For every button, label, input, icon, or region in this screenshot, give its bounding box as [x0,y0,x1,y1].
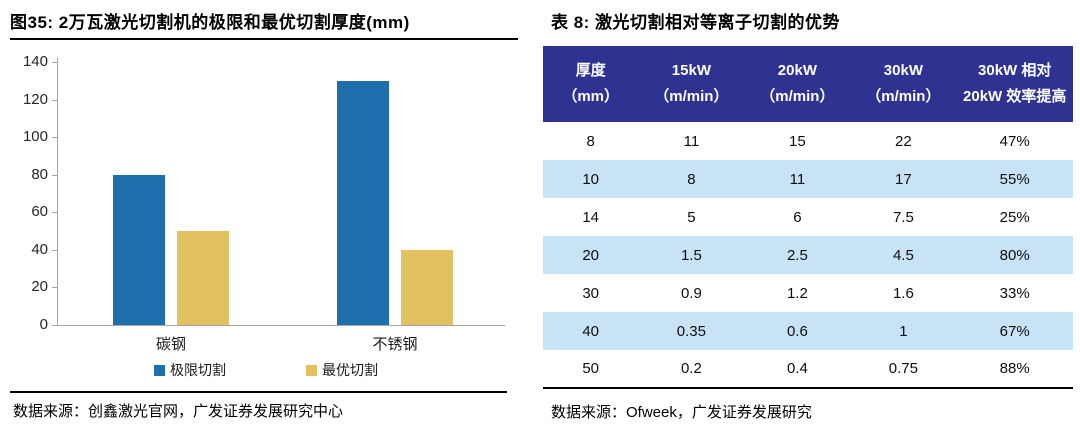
legend-swatch-icon [154,364,165,376]
table-row: 20 1.5 2.5 4.5 80% [543,236,1073,274]
y-axis-tick-label: 140 [22,53,48,70]
table-cell: 1.2 [786,284,808,302]
table-cell: 6 [793,208,802,226]
header-line2: （mm） [562,88,620,105]
y-axis-tick-mark [52,62,57,63]
y-axis-tick-mark [52,325,57,326]
bar-chart: 0 20 40 60 80 100 120 140 碳钢 不锈钢极限切割 最优切割 [10,52,522,386]
table-cell: 17 [895,170,912,188]
table-source-text: 数据来源：Ofweek，广发证券发展研究 [551,404,812,421]
y-axis-tick-mark [52,174,57,176]
header-line1: 厚度 [575,62,606,79]
header-line1: 20kW [777,62,817,79]
bar-最优切割-不锈钢 [401,250,453,325]
y-axis-tick-label: 60 [31,203,48,221]
chart-source-text: 数据来源：创鑫激光官网，广发证券发展研究中心 [13,403,344,420]
chart-title: 图35: 2万瓦激光切割机的极限和最优切割厚度(mm) [10,13,410,32]
table-cell: 0.2 [680,360,702,377]
table-cell: 1 [899,322,908,340]
table-cell: 47% [999,132,1030,150]
table-cell: 0.6 [786,322,808,340]
table-cell: 22 [895,132,912,150]
legend-item: 最优切割 [306,360,378,380]
table-cell: 11 [789,170,806,188]
y-axis-tick-mark [52,212,57,214]
table-header-cell: 厚度 （mm） [543,46,638,122]
table-cell: 88% [999,360,1030,377]
table-cell: 10 [582,170,600,188]
x-category-label: 碳钢 [155,336,186,353]
y-axis-tick-label: 100 [22,128,48,146]
table-cell: 30 [582,284,600,302]
table-cell: 50 [582,360,600,377]
legend-label: 最优切割 [322,362,378,378]
x-axis-line [57,325,505,326]
table-cell: 67% [999,322,1030,340]
header-line1: 30kW 相对 [978,62,1052,79]
table-cell: 33% [999,284,1030,302]
table-cell: 2.5 [786,246,808,264]
table-title: 表 8: 激光切割相对等离子切割的优势 [551,13,841,32]
table-cell: 11 [683,132,700,150]
table-cell: 8 [687,170,696,188]
chart-source-rule [10,391,507,393]
table-header-cell: 30kW 相对 20kW 效率提高 [956,46,1073,122]
y-axis-tick-label: 20 [31,278,48,296]
table-header-cell: 20kW （m/min） [744,46,850,122]
table-cell: 0.75 [888,360,918,377]
x-category-label: 不锈钢 [372,336,418,353]
table-cell: 0.35 [676,322,706,340]
table-row: 14 5 6 7.5 25% [543,198,1073,236]
y-axis-tick-label: 40 [31,240,48,258]
table-row: 40 0.35 0.6 1 67% [543,312,1073,350]
y-axis-line [57,58,58,325]
table-row: 30 0.9 1.2 1.6 33% [543,274,1073,312]
table-cell: 8 [586,132,595,150]
y-axis-tick-mark [52,287,57,289]
table-header-cell: 30kW （m/min） [850,46,956,122]
header-line1: 30kW [883,62,923,79]
y-axis-tick-mark [52,99,57,101]
header-line2: 20kW 效率提高 [963,88,1067,105]
table-cell: 55% [999,170,1030,188]
table-row: 50 0.2 0.4 0.75 88% [543,350,1073,388]
table-cell: 25% [999,208,1030,226]
y-axis-tick-label: 0 [39,316,48,333]
table-row: 10 8 11 17 55% [543,160,1073,198]
bar-最优切割-碳钢 [177,231,229,325]
table-cell: 20 [582,246,600,264]
table-cell: 1.5 [680,246,702,264]
table-header-cell: 15kW （m/min） [638,46,744,122]
table-cell: 1.6 [892,284,914,302]
y-axis-tick-mark [52,249,57,251]
bar-极限切割-不锈钢 [337,81,389,325]
header-line2: （m/min） [760,88,835,105]
header-line2: （m/min） [866,88,941,105]
legend-item: 极限切割 [154,360,226,380]
y-axis-tick-label: 120 [22,90,48,108]
table-cell: 5 [687,208,696,226]
table-cell: 40 [582,322,600,340]
y-axis-tick-mark [52,137,57,139]
header-line1: 15kW [671,62,711,79]
legend-label: 极限切割 [170,362,226,378]
table-cell: 4.5 [892,246,914,264]
bar-极限切割-碳钢 [113,175,165,325]
table-cell: 80% [999,246,1030,264]
table-cell: 14 [582,208,600,226]
table-header-row: 厚度 （mm） 15kW （m/min） 20kW （m/min） 30kW （m/min） 3… [543,46,1073,122]
table-cell: 7.5 [892,208,914,226]
header-line2: （m/min） [654,88,729,105]
table-cell: 15 [789,132,806,150]
legend-swatch-icon [306,364,317,376]
advantage-table: 厚度 （mm） 15kW （m/min） 20kW （m/min） 30kW （m/min） 3… [543,46,1073,389]
table-cell: 0.9 [680,284,702,302]
table-cell: 0.4 [786,360,808,377]
table-row: 8 11 15 22 47% [543,122,1073,160]
chart-title-underline [10,38,518,40]
y-axis-tick-label: 80 [31,165,48,183]
chart-legend: 极限切割 最优切割 [10,360,522,380]
